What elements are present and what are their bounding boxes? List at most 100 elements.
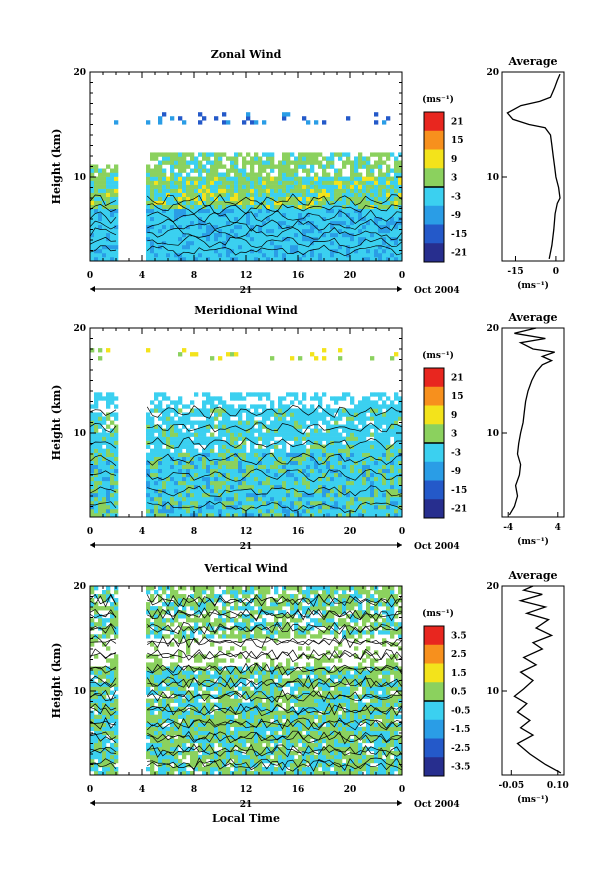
- colorbar-segment: [424, 168, 444, 188]
- colorbar-segment: [424, 443, 444, 463]
- y-axis-label: Height (km): [50, 129, 63, 205]
- y-tick-label: 20: [73, 324, 86, 334]
- x-tick-label: 0: [87, 785, 93, 795]
- colorbar-segment: [424, 224, 444, 244]
- day-label: 21: [240, 542, 253, 552]
- profile-y-tick-label: 10: [486, 687, 499, 697]
- panel-zonal: Zonal Wind 0 4 8 12 16 20 0 20 10 Height (km) 21 Oct…: [50, 48, 565, 296]
- colorbar-tick-label: 3: [451, 430, 457, 440]
- colorbar-tick-label: -21: [451, 505, 467, 515]
- colorbar-tick-label: -3.5: [451, 763, 470, 773]
- profile-frame: [501, 327, 565, 518]
- profile-x-tick-label: -4: [503, 523, 513, 533]
- colorbar-segment: [424, 205, 444, 225]
- day-label: 21: [240, 800, 253, 810]
- date-bar-arrow-left: [90, 286, 95, 292]
- colorbar-tick-label: 9: [451, 155, 457, 165]
- colorbar-segment: [424, 757, 444, 777]
- day-label: 21: [240, 286, 253, 296]
- y-tick-label: 10: [73, 429, 86, 439]
- y-tick-label: 10: [73, 173, 86, 183]
- profile-x-tick-label: 0: [553, 267, 559, 277]
- x-tick-label: 0: [87, 271, 93, 281]
- x-tick-label: 8: [191, 785, 197, 795]
- colorbar-tick-label: -1.5: [451, 725, 470, 735]
- date-label: Oct 2004: [414, 800, 460, 810]
- profile-x-tick-label: -15: [507, 267, 523, 277]
- colorbar-segment: [424, 701, 444, 721]
- panel-title: Vertical Wind: [203, 562, 288, 575]
- profile-line: [513, 585, 562, 774]
- profile-title: Average: [507, 55, 557, 68]
- colorbar-tick-label: 9: [451, 411, 457, 421]
- colorbar-segment: [424, 738, 444, 758]
- profile-y-tick-label: 20: [486, 324, 499, 334]
- date-bar-arrow-left: [90, 800, 95, 806]
- panel-title: Meridional Wind: [194, 304, 298, 317]
- date-bar-arrow-right: [397, 800, 402, 806]
- colorbar-segment: [424, 368, 444, 388]
- y-tick-label: 20: [73, 582, 86, 592]
- colorbar-tick-label: 15: [451, 136, 464, 146]
- x-tick-label: 0: [87, 527, 93, 537]
- contour-lines: [90, 593, 402, 772]
- profile-y-tick-label: 10: [486, 429, 499, 439]
- colorbar-segment: [424, 461, 444, 481]
- colorbar-tick-label: 21: [451, 373, 464, 383]
- colorbar-tick-label: 1.5: [451, 669, 467, 679]
- x-tick-label: 0: [399, 527, 405, 537]
- contour-lines: [90, 404, 402, 513]
- profile-unit: (ms⁻¹): [517, 280, 549, 291]
- x-tick-label: 12: [240, 527, 253, 537]
- y-tick-label: 10: [73, 687, 86, 697]
- profile-y-tick-label: 20: [486, 68, 499, 78]
- x-tick-label: 16: [292, 271, 305, 281]
- x-tick-label: 0: [399, 785, 405, 795]
- profile-frame: [501, 71, 565, 262]
- colorbar-tick-label: -3: [451, 192, 461, 202]
- x-axis-label: Local Time: [212, 812, 280, 825]
- colorbar-tick-label: 0.5: [451, 688, 467, 698]
- colorbar-segment: [424, 663, 444, 683]
- colorbar-segment: [424, 112, 444, 132]
- colorbar-segment: [424, 243, 444, 263]
- profile-line: [506, 73, 561, 260]
- colorbar-tick-label: -3: [451, 448, 461, 458]
- panel-meridional: Meridional Wind 0 4 8 12 16 20 0 20 10 Height (km)…: [50, 304, 565, 552]
- colorbar-segment: [424, 386, 444, 406]
- profile-line: [508, 327, 555, 516]
- colorbar-tick-label: -15: [451, 486, 467, 496]
- x-tick-label: 4: [139, 785, 145, 795]
- x-tick-label: 12: [240, 271, 253, 281]
- profile-title: Average: [507, 569, 557, 582]
- colorbar-tick-label: -9: [451, 467, 461, 477]
- date-bar-arrow-right: [397, 542, 402, 548]
- panel-title: Zonal Wind: [211, 48, 282, 61]
- colorbar-tick-label: 2.5: [451, 650, 467, 660]
- colorbar-segment: [424, 719, 444, 739]
- colorbar-unit: (ms⁻¹): [422, 350, 454, 361]
- colorbar-tick-label: -2.5: [451, 744, 470, 754]
- x-tick-label: 16: [292, 785, 305, 795]
- x-tick-label: 12: [240, 785, 253, 795]
- colorbar-segment: [424, 424, 444, 444]
- date-bar-arrow-left: [90, 542, 95, 548]
- x-tick-label: 4: [139, 527, 145, 537]
- y-axis-label: Height (km): [50, 643, 63, 719]
- contour-lines: [90, 193, 402, 257]
- date-label: Oct 2004: [414, 542, 460, 552]
- colorbar-segment: [424, 405, 444, 425]
- profile-unit: (ms⁻¹): [517, 536, 549, 547]
- x-tick-label: 8: [191, 271, 197, 281]
- date-label: Oct 2004: [414, 286, 460, 296]
- heatmap-field: [90, 112, 402, 261]
- profile-y-tick-label: 10: [486, 173, 499, 183]
- y-tick-label: 20: [73, 68, 86, 78]
- colorbar-tick-label: -15: [451, 230, 467, 240]
- colorbar-unit: (ms⁻¹): [422, 608, 454, 619]
- date-bar-arrow-right: [397, 286, 402, 292]
- colorbar-tick-label: 3.5: [451, 631, 467, 641]
- profile-unit: (ms⁻¹): [517, 794, 549, 805]
- colorbar-segment: [424, 499, 444, 519]
